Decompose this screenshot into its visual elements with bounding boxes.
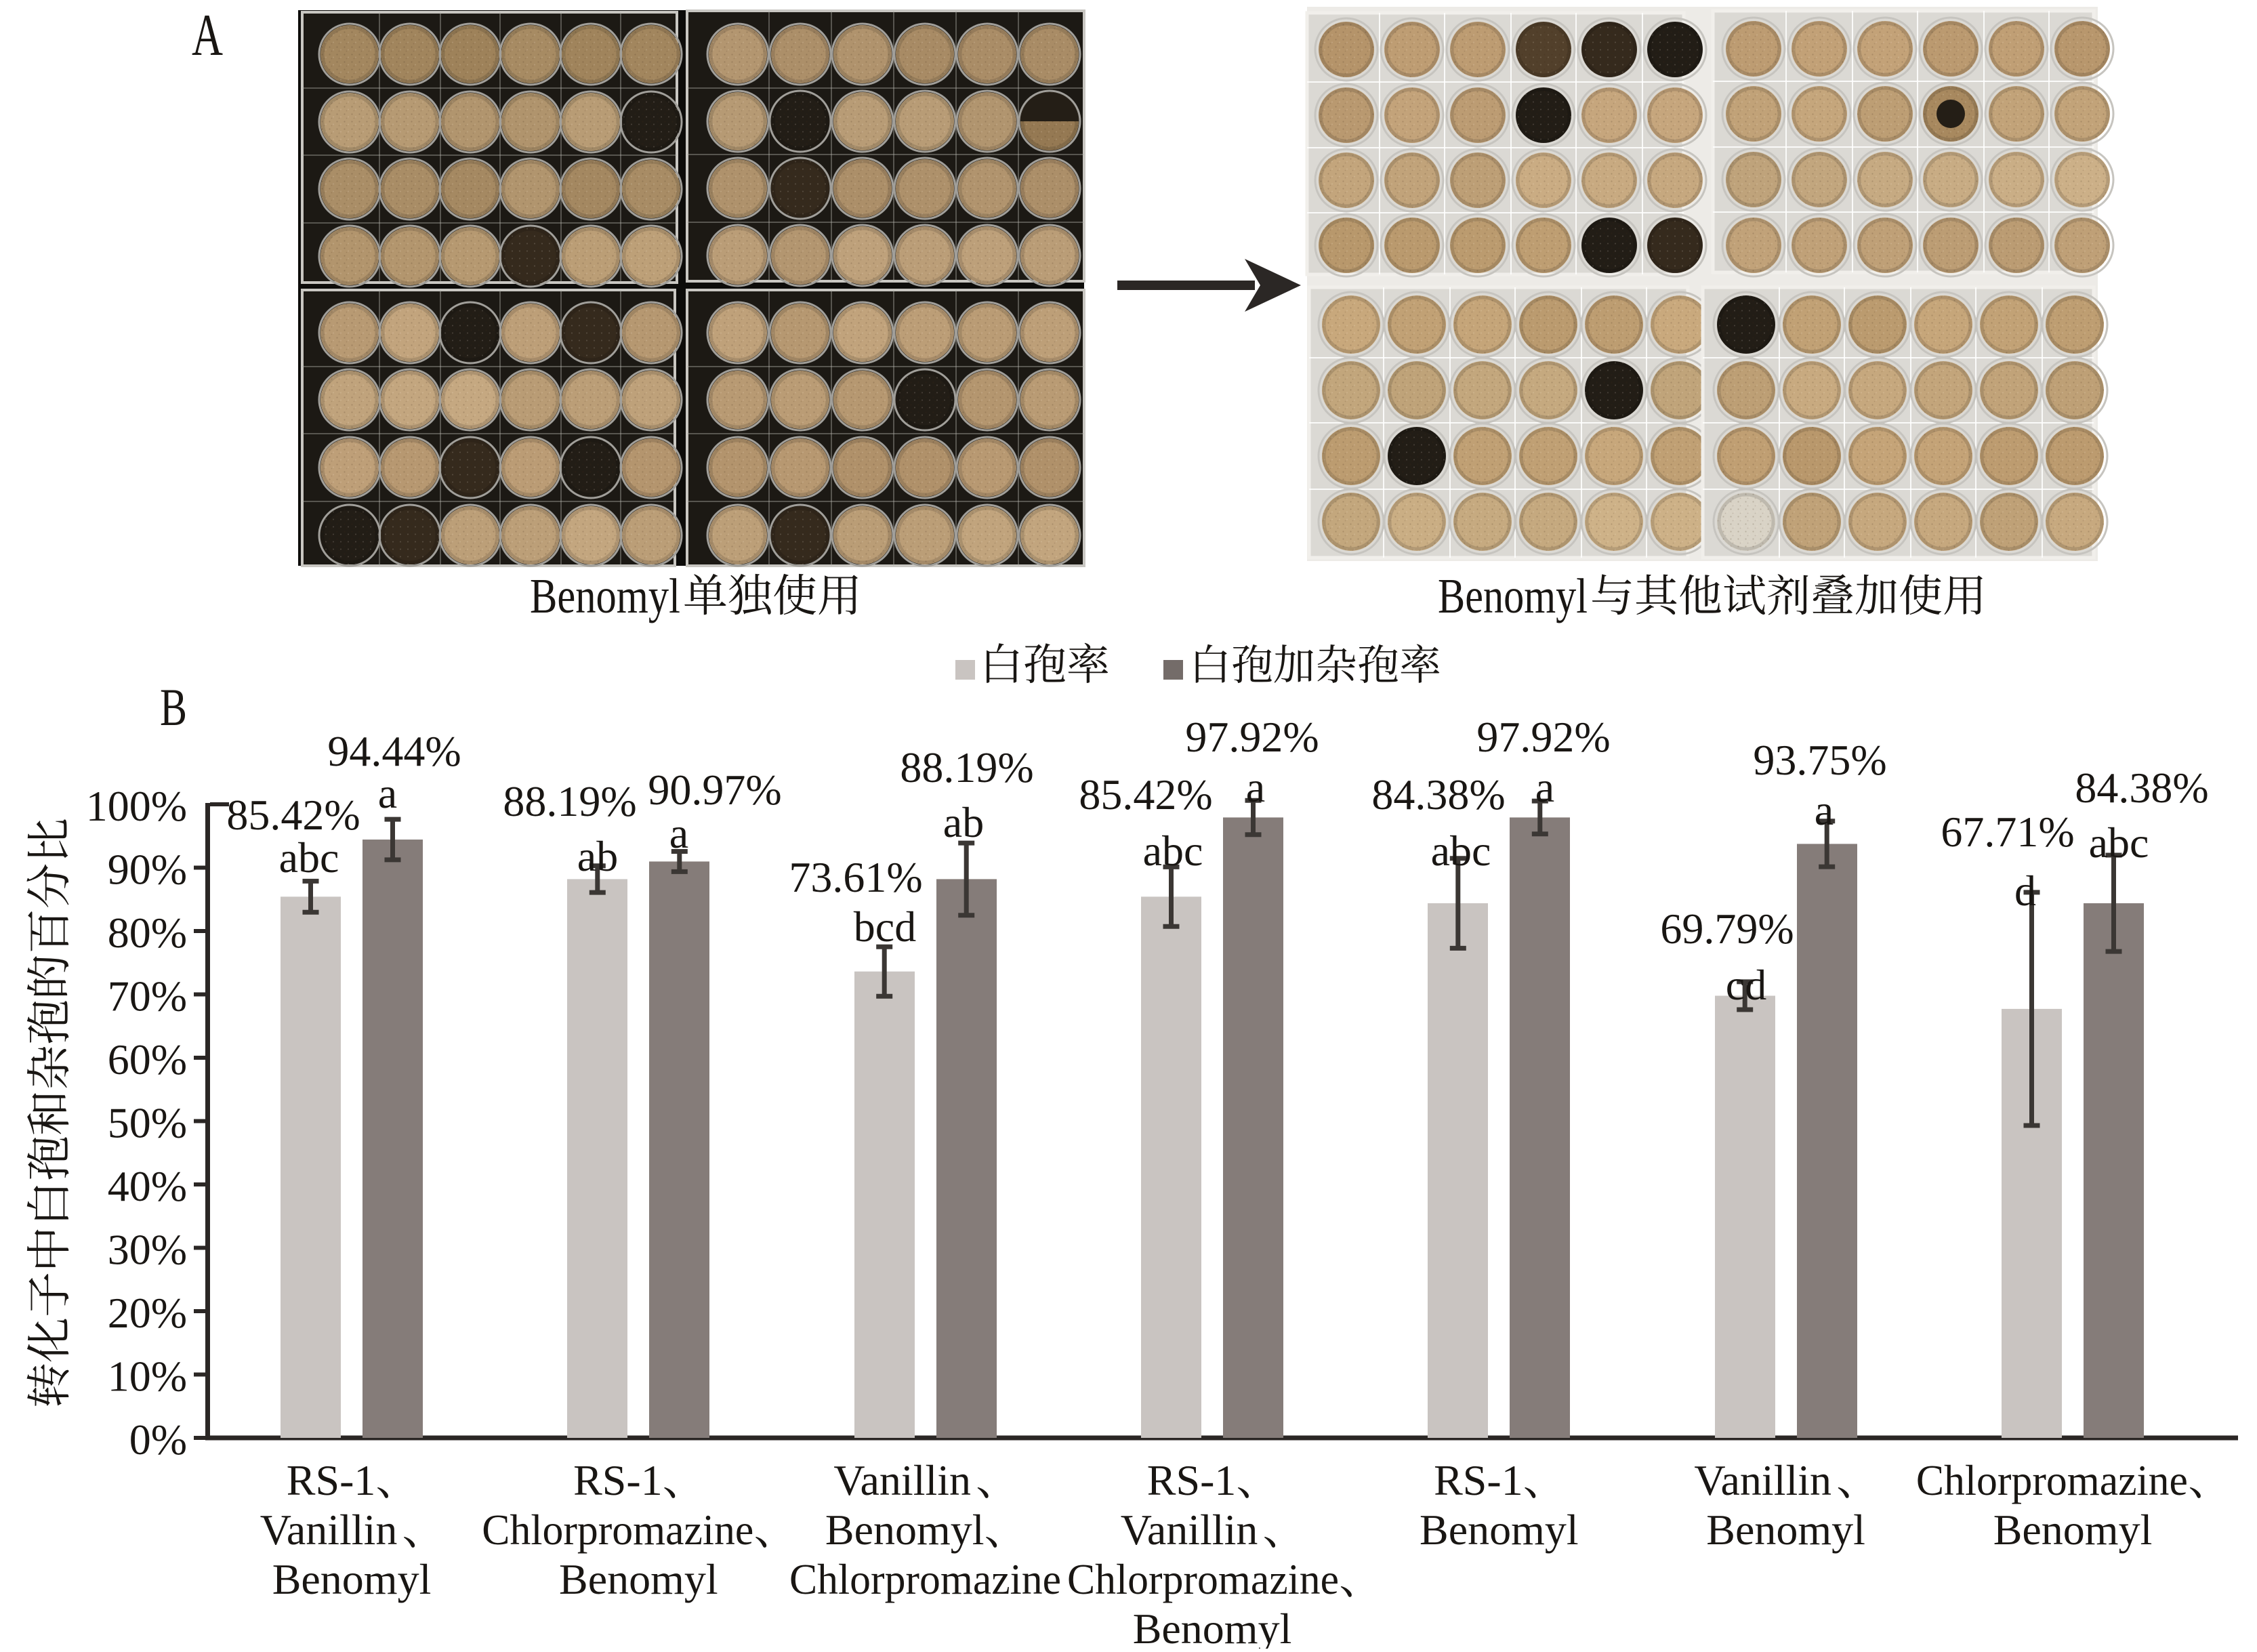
svg-text:a: a (1815, 786, 1834, 834)
svg-text:a: a (1246, 763, 1265, 811)
svg-text:85.42%: 85.42% (1079, 770, 1212, 819)
svg-text:Vanillin: Vanillin (1694, 1456, 1831, 1504)
svg-text:93.75%: 93.75% (1753, 736, 1886, 784)
svg-text:88.19%: 88.19% (503, 777, 636, 825)
svg-text:abc: abc (2089, 819, 2149, 867)
svg-text:d: d (2014, 867, 2036, 915)
svg-text:RS-1: RS-1 (1434, 1456, 1523, 1504)
svg-text:Vanillin: Vanillin (1121, 1506, 1258, 1554)
svg-text:0%: 0% (129, 1416, 187, 1464)
svg-text:40%: 40% (108, 1162, 187, 1210)
svg-text:RS-1: RS-1 (1147, 1456, 1237, 1504)
svg-text:A: A (192, 3, 223, 68)
svg-text:70%: 70% (108, 972, 187, 1020)
svg-text:50%: 50% (108, 1099, 187, 1147)
svg-text:Benomyl: Benomyl (1420, 1506, 1579, 1554)
svg-text:Chlorpromazine: Chlorpromazine (482, 1506, 753, 1554)
svg-text:67.71%: 67.71% (1941, 808, 2074, 856)
svg-text:Benomyl: Benomyl (1993, 1506, 2153, 1554)
svg-text:88.19%: 88.19% (900, 743, 1033, 791)
svg-text:bcd: bcd (854, 903, 916, 951)
svg-text:85.42%: 85.42% (226, 791, 360, 839)
svg-text:Benomyl: Benomyl (272, 1555, 432, 1603)
svg-text:Benomyl: Benomyl (530, 569, 680, 623)
svg-text:30%: 30% (108, 1226, 187, 1274)
svg-text:RS-1: RS-1 (287, 1456, 376, 1504)
svg-text:ab: ab (943, 798, 984, 846)
svg-text:Chlorpromazine: Chlorpromazine (1067, 1555, 1339, 1603)
svg-text:abc: abc (1143, 827, 1203, 875)
svg-text:Benomyl: Benomyl (825, 1506, 985, 1554)
svg-text:abc: abc (279, 833, 339, 882)
svg-text:60%: 60% (108, 1035, 187, 1083)
svg-text:20%: 20% (108, 1289, 187, 1337)
svg-text:90.97%: 90.97% (648, 766, 781, 814)
svg-text:69.79%: 69.79% (1660, 905, 1794, 953)
svg-text:73.61%: 73.61% (789, 853, 922, 901)
svg-text:Benomyl: Benomyl (1438, 569, 1588, 623)
svg-text:84.38%: 84.38% (1371, 770, 1505, 819)
svg-text:a: a (378, 769, 397, 817)
svg-text:abc: abc (1431, 827, 1491, 875)
svg-text:Vanillin: Vanillin (833, 1456, 971, 1504)
svg-text:97.92%: 97.92% (1476, 713, 1610, 761)
svg-text:Benomyl: Benomyl (1706, 1506, 1865, 1554)
svg-text:RS-1: RS-1 (573, 1456, 663, 1504)
svg-text:80%: 80% (108, 909, 187, 957)
svg-text:B: B (160, 678, 187, 737)
svg-text:ab: ab (577, 832, 618, 880)
svg-text:Benomyl: Benomyl (1133, 1605, 1292, 1649)
svg-text:cd: cd (1726, 961, 1766, 1009)
svg-text:84.38%: 84.38% (2075, 764, 2208, 812)
svg-text:97.92%: 97.92% (1185, 713, 1319, 761)
svg-text:Chlorpromazine: Chlorpromazine (1916, 1456, 2188, 1504)
svg-text:Vanillin: Vanillin (260, 1506, 398, 1554)
svg-text:10%: 10% (108, 1352, 187, 1401)
svg-text:Benomyl: Benomyl (559, 1555, 718, 1603)
svg-text:a: a (669, 809, 688, 857)
svg-text:100%: 100% (86, 782, 187, 830)
svg-text:94.44%: 94.44% (327, 727, 461, 775)
svg-text:a: a (1535, 763, 1554, 811)
svg-text:Chlorpromazine: Chlorpromazine (789, 1555, 1061, 1603)
svg-text:90%: 90% (108, 846, 187, 894)
